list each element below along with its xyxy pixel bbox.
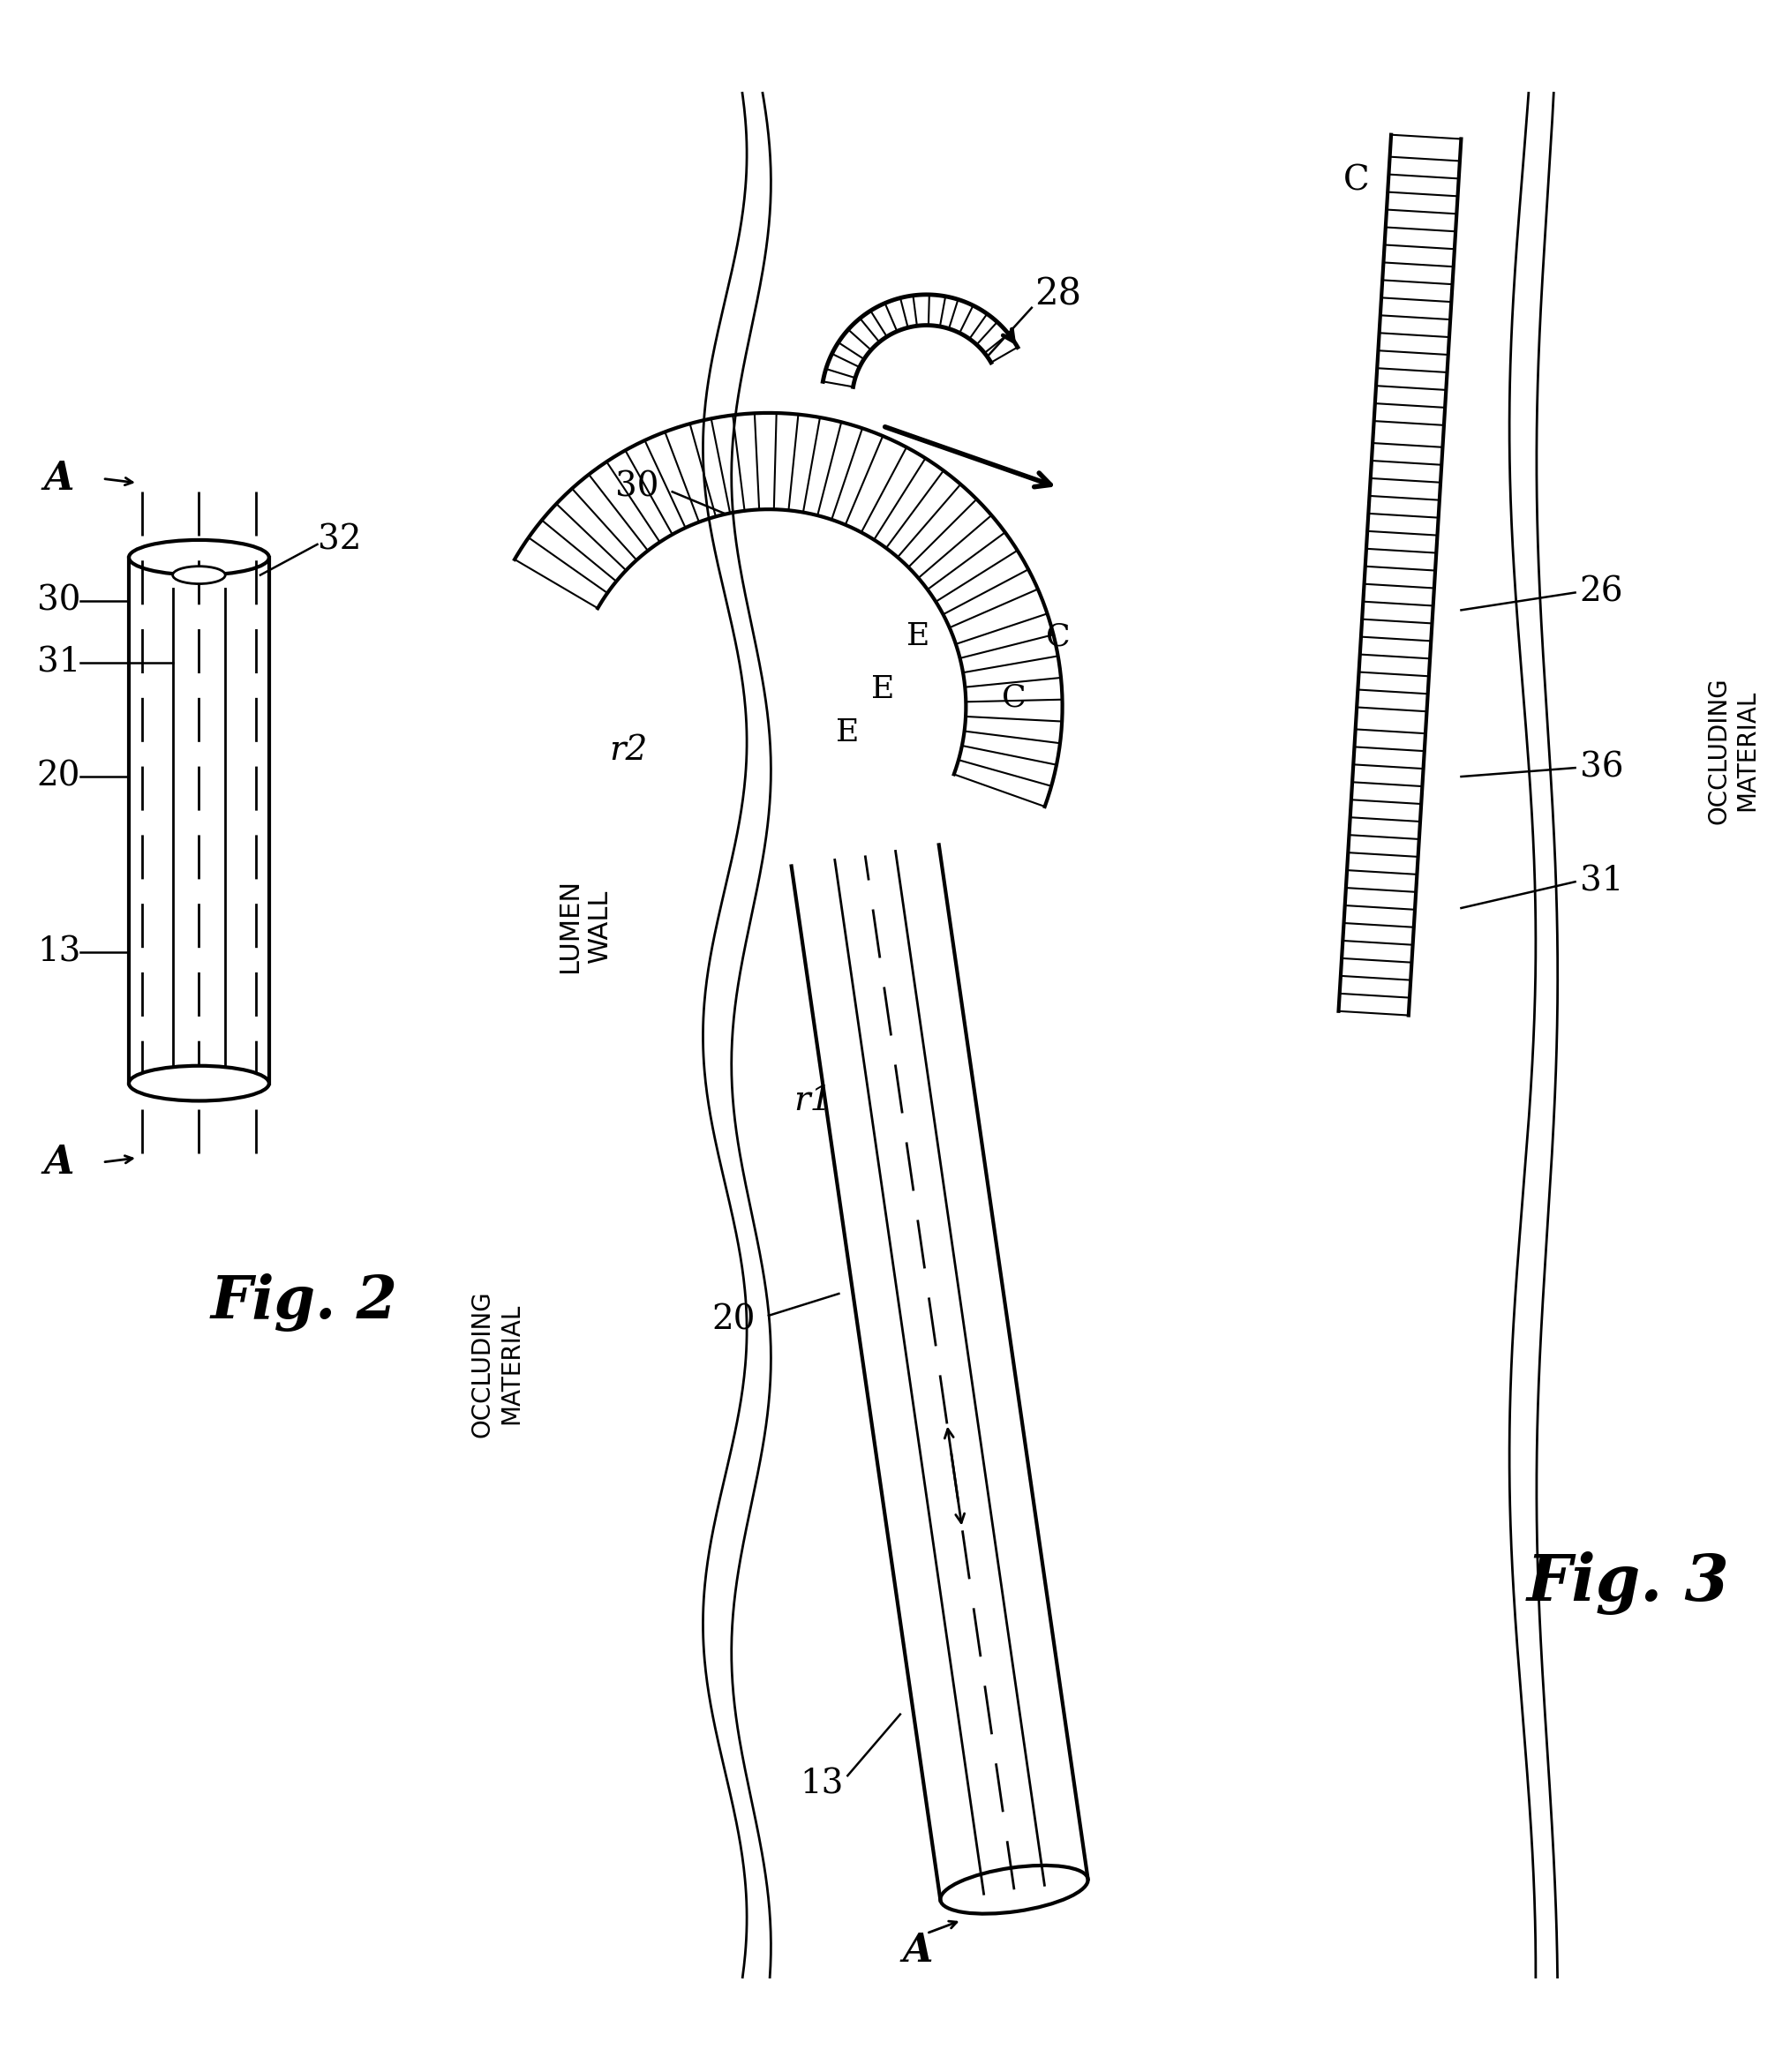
Text: OCCLUDING
MATERIAL: OCCLUDING MATERIAL [1706, 678, 1759, 825]
Text: E: E [905, 622, 930, 651]
Ellipse shape [941, 1865, 1088, 1915]
Text: 13: 13 [37, 937, 80, 968]
Text: OCCLUDING
MATERIAL: OCCLUDING MATERIAL [470, 1291, 524, 1438]
Text: E: E [872, 673, 895, 704]
Text: r2: r2 [609, 733, 648, 767]
Text: 31: 31 [37, 646, 80, 680]
Text: C: C [1344, 164, 1369, 197]
Text: 26: 26 [1580, 576, 1624, 609]
Text: 30: 30 [37, 584, 80, 617]
Text: LUMEN
WALL: LUMEN WALL [557, 879, 612, 972]
Text: Fig. 2: Fig. 2 [211, 1274, 398, 1332]
Ellipse shape [172, 566, 225, 584]
Text: 30: 30 [616, 470, 659, 503]
Text: A: A [44, 460, 75, 497]
Text: 13: 13 [799, 1767, 843, 1801]
Text: r1: r1 [793, 1084, 832, 1117]
Text: A: A [44, 1144, 75, 1181]
Text: Fig. 3: Fig. 3 [1526, 1552, 1729, 1614]
Text: 20: 20 [37, 760, 80, 794]
Text: 32: 32 [318, 524, 360, 555]
Text: 31: 31 [1580, 866, 1624, 897]
Text: A: A [902, 1931, 934, 1970]
Text: 36: 36 [1580, 752, 1624, 783]
Text: E: E [836, 717, 859, 748]
Text: 20: 20 [712, 1303, 756, 1336]
Text: 28: 28 [1035, 276, 1081, 313]
Text: C: C [1001, 682, 1026, 713]
Text: C: C [1045, 622, 1070, 651]
Ellipse shape [130, 1065, 270, 1100]
